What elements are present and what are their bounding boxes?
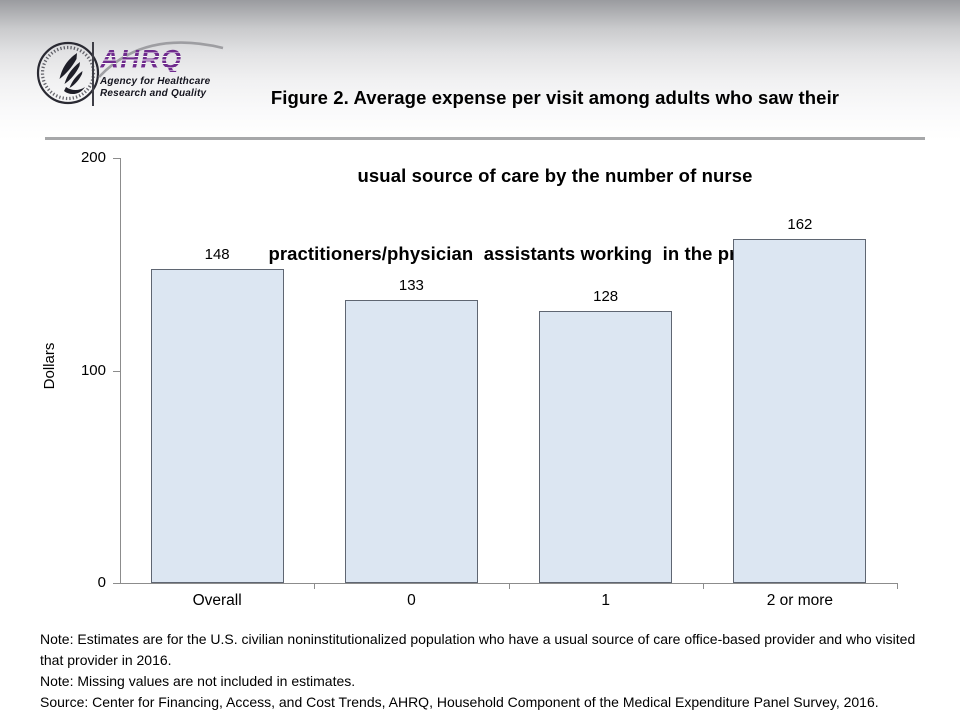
y-tick-label: 100 [80,361,106,379]
x-tick [897,583,898,589]
x-tick [314,583,316,589]
x-category-label: 2 or more [766,592,834,609]
footnotes: Note: Estimates are for the U.S. civilia… [40,629,926,713]
y-tick [113,583,120,584]
y-tick [113,370,120,372]
agency-name-line1: Agency for Healthcare [100,76,211,87]
swoosh-arc-icon [98,41,224,78]
figure-title: Figure 2. Average expense per visit amon… [205,33,905,319]
x-category-label: 0 [407,592,416,609]
x-category-label: 1 [601,592,610,609]
ahrq-wordmark: AHRQ [100,44,183,74]
bar [150,268,284,583]
bar-value-label: 128 [593,288,619,305]
y-tick-label: 0 [97,574,106,591]
x-tick [702,583,704,589]
bar-value-label: 133 [398,277,424,295]
header-banner: AHRQ Agency for Healthcare Research and … [0,0,960,264]
agency-name-line2: Research and Quality [100,88,207,99]
y-tick [113,158,120,159]
bar [539,311,673,583]
ahrq-logo: AHRQ Agency for Healthcare Research and … [36,38,226,112]
hhs-seal-icon [36,41,100,105]
bar [733,238,867,583]
header-divider-rule [45,137,925,140]
note-line-1: Note: Estimates are for the U.S. civilia… [40,631,916,668]
bar-chart: Dollars 0 100 200 148 Overall 133 0 128 1 162 2 or… [0,140,960,625]
logo-separator [92,42,94,106]
y-tick-label: 200 [80,149,106,166]
bar-value-label: 162 [787,215,813,233]
note-line-2: Note: Missing values are not included in… [40,673,356,689]
ahrq-wordmark-group: AHRQ Agency for Healthcare Research and … [98,41,226,100]
x-tick [508,583,510,589]
figure-title-line2: usual source of care by the number of nu… [357,165,753,186]
source-line: Source: Center for Financing, Access, an… [40,694,879,710]
figure-title-line1: Figure 2. Average expense per visit amon… [270,87,840,108]
bar-value-label: 148 [204,245,230,263]
y-axis-line [120,158,121,583]
x-category-label: Overall [192,592,242,609]
bar [344,300,478,583]
